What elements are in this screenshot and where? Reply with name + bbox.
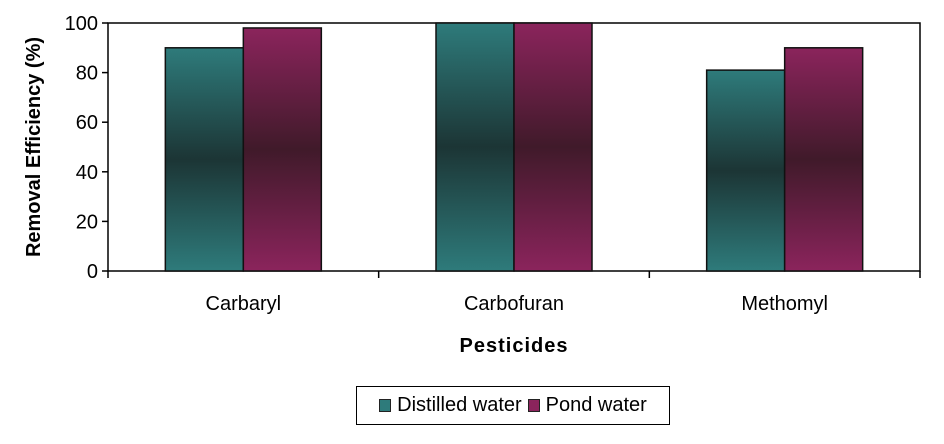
bar-distilled-water-carbofuran [435,22,515,272]
x-tick-label: Carbaryl [206,293,282,315]
bar-pond-water-carbofuran [513,22,593,272]
legend-label: Distilled water [397,394,522,416]
legend: Distilled water Pond water [356,386,670,425]
legend-swatch-distilled-water [379,399,392,412]
y-axis-title: Removal Efficiency (%) [23,37,45,257]
y-tick-label: 40 [76,162,98,184]
plot-area: 0 20 40 60 80 100 Carbaryl Carbofuran Methomyl [65,13,921,315]
bar-distilled-water-carbaryl [164,47,245,272]
y-tick-label: 0 [87,261,98,283]
bar-pond-water-methomyl [783,47,864,272]
y-tick-label: 80 [76,63,98,85]
legend-item-distilled-water: Distilled water [379,394,522,417]
legend-item-pond-water: Pond water [527,394,647,417]
legend-label: Pond water [545,394,647,416]
y-tick-label: 60 [76,112,98,134]
x-tick-label: Methomyl [741,293,828,315]
x-axis-title: Pesticides [460,335,569,357]
y-tick-label: 100 [65,13,98,35]
bar-pond-water-carbaryl [242,27,323,272]
x-tick-label: Carbofuran [464,293,564,315]
y-tick-label: 20 [76,211,98,233]
legend-swatch-pond-water [527,399,540,412]
bar-distilled-water-methomyl [705,69,786,272]
